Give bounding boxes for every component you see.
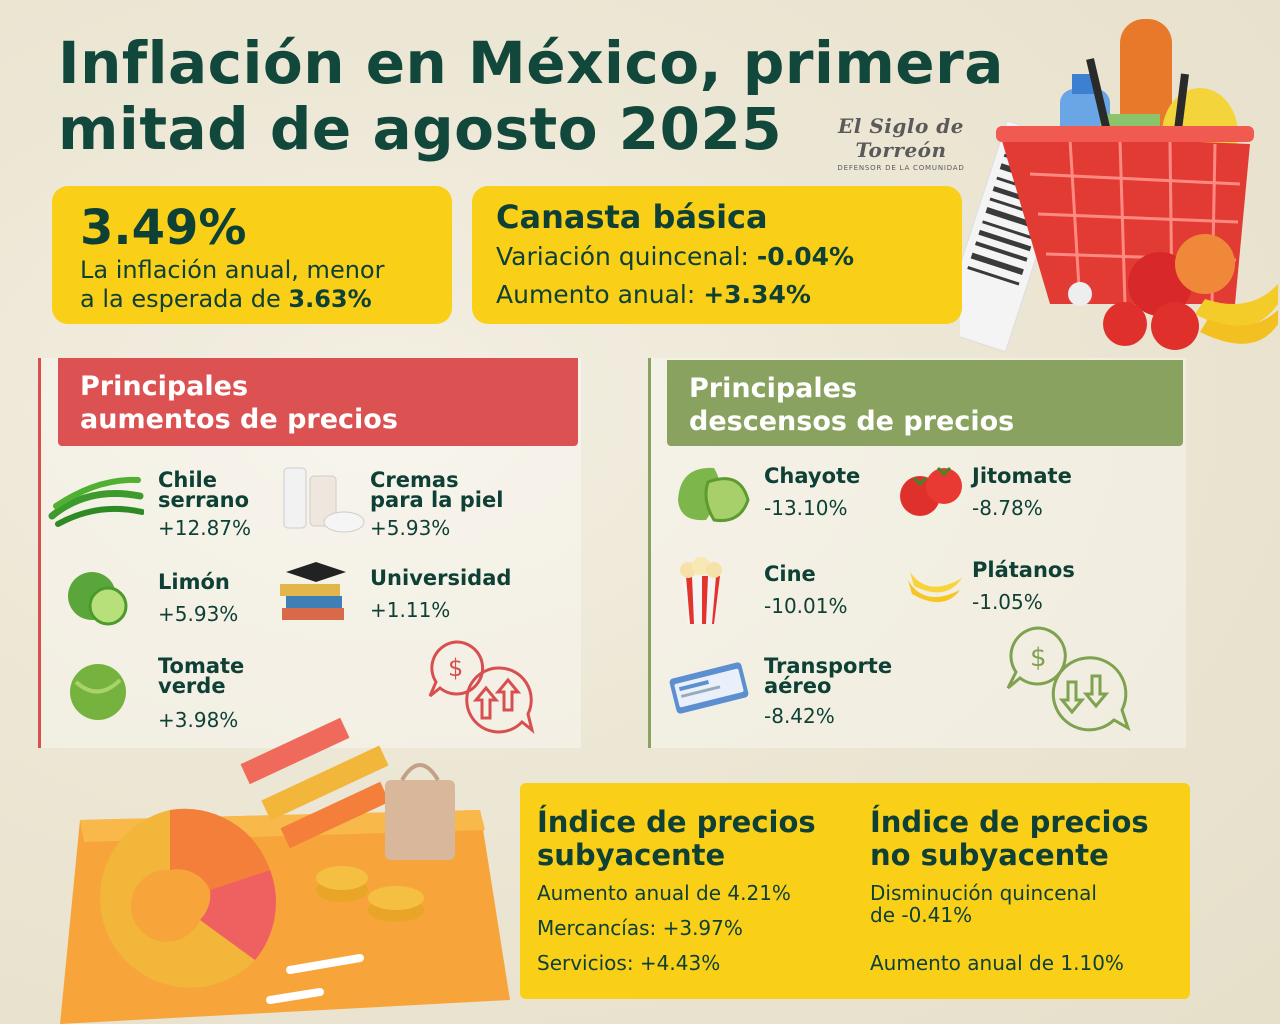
aumentos-title-2: aumentos de precios	[80, 404, 398, 435]
subyacente-title-2: subyacente	[537, 838, 726, 872]
banana-icon	[908, 572, 962, 603]
svg-text:$: $	[1030, 643, 1047, 673]
no-subyacente-title-1: Índice de precios	[870, 805, 1149, 839]
item-platanos-value: -1.05%	[972, 590, 1043, 614]
annual-inflation-text: La inflación anual, menor a la esperada …	[80, 256, 384, 314]
item-cine-value: -10.01%	[764, 594, 848, 618]
title-line-2: mitad de agosto 2025	[58, 95, 783, 163]
subyacente-line-2: Mercancías: +3.97%	[537, 916, 743, 940]
annual-inflation-line2: a la esperada de 3.63%	[80, 285, 384, 314]
page-title: Inflación en México, primera mitad de ag…	[58, 30, 1038, 162]
no-subyacente-line-1b: de -0.41%	[870, 903, 973, 927]
item-cremas-value: +5.93%	[370, 516, 451, 540]
indices-box	[520, 783, 1190, 999]
no-subyacente-line-2: Aumento anual de 1.10%	[870, 951, 1124, 975]
item-transporte-name: Transporte aéreo	[764, 654, 893, 698]
aumentos-title-1: Principales	[80, 371, 249, 402]
chart-illustration	[60, 717, 510, 1024]
no-subyacente-title-2: no subyacente	[870, 838, 1109, 872]
plane-ticket-icon	[669, 662, 749, 714]
subyacente-title: Índice de precios subyacente	[537, 806, 816, 872]
item-tomate-name: Tomate verde	[158, 654, 245, 698]
canasta-anual-value: +3.34%	[703, 280, 811, 309]
annual-inflation-line1: La inflación anual, menor	[80, 256, 385, 284]
item-limon-name: Limón	[158, 570, 230, 594]
item-cine-name: Cine	[764, 562, 816, 586]
item-tomate-value: +3.98%	[158, 708, 239, 732]
item-tomate-name-1: Tomate	[158, 654, 245, 678]
item-universidad-value: +1.11%	[370, 598, 451, 622]
tomato-icon	[900, 466, 962, 516]
canasta-quincenal-label: Variación quincenal:	[496, 242, 757, 271]
canasta-title: Canasta básica	[496, 198, 768, 236]
item-chayote-name: Chayote	[764, 464, 861, 488]
item-cremas-name: Cremas para la piel	[370, 468, 504, 512]
item-chile-value: +12.87%	[158, 516, 252, 540]
item-transporte-name-2: aéreo	[764, 674, 832, 698]
item-cremas-name-1: Cremas	[370, 468, 459, 492]
item-jitomate-name: Jitomate	[972, 464, 1072, 488]
item-universidad-name: Universidad	[370, 566, 512, 590]
descensos-header: Principales descensos de precios	[667, 360, 1183, 446]
item-chile-name-2: serrano	[158, 488, 250, 512]
canasta-basica-box: Canasta básica Variación quincenal: -0.0…	[472, 186, 962, 324]
annual-inflation-value: 3.49%	[80, 200, 247, 256]
item-transporte-value: -8.42%	[764, 704, 835, 728]
cream-icon	[283, 467, 365, 533]
item-transporte-name-1: Transporte	[764, 654, 893, 678]
price-down-icon: $	[1006, 626, 1131, 732]
newspaper-logo: El Siglo de Torreón DEFENSOR DE LA COMUN…	[806, 114, 996, 172]
tomatillo-icon	[70, 664, 126, 720]
descensos-title-2: descensos de precios	[689, 406, 1015, 437]
expected-prefix: a la esperada de	[80, 285, 289, 313]
lime-icon	[68, 572, 128, 626]
annual-inflation-box: 3.49% La inflación anual, menor a la esp…	[52, 186, 452, 324]
basket-illustration	[960, 19, 1278, 353]
chayote-icon	[678, 467, 750, 523]
item-tomate-name-2: verde	[158, 674, 226, 698]
expected-value: 3.63%	[288, 285, 372, 313]
canasta-anual: Aumento anual: +3.34%	[496, 280, 811, 309]
canasta-quincenal: Variación quincenal: -0.04%	[496, 242, 854, 271]
item-chile-name-1: Chile	[158, 468, 218, 492]
item-chayote-value: -13.10%	[764, 496, 848, 520]
no-subyacente-line-1a: Disminución quincenal	[870, 881, 1097, 905]
logo-tagline: DEFENSOR DE LA COMUNIDAD	[837, 164, 965, 172]
title-line-1: Inflación en México, primera	[58, 29, 1004, 97]
price-up-icon: $	[428, 640, 535, 734]
graduation-icon	[280, 562, 346, 620]
item-limon-value: +5.93%	[158, 602, 239, 626]
no-subyacente-title: Índice de precios no subyacente	[870, 806, 1149, 872]
subyacente-line-1: Aumento anual de 4.21%	[537, 881, 791, 905]
descensos-title-1: Principales	[689, 373, 858, 404]
chile-icon	[48, 476, 144, 527]
logo-name: El Siglo de Torreón	[838, 114, 964, 162]
popcorn-icon	[680, 557, 722, 624]
svg-text:$: $	[448, 654, 463, 682]
subyacente-title-1: Índice de precios	[537, 805, 816, 839]
canasta-anual-label: Aumento anual:	[496, 280, 704, 309]
item-cremas-name-2: para la piel	[370, 488, 504, 512]
item-platanos-name: Plátanos	[972, 558, 1075, 582]
item-jitomate-value: -8.78%	[972, 496, 1043, 520]
subyacente-line-3: Servicios: +4.43%	[537, 951, 721, 975]
no-subyacente-line-1: Disminución quincenal de -0.41%	[870, 882, 1097, 926]
canasta-quincenal-value: -0.04%	[756, 242, 855, 271]
aumentos-header: Principales aumentos de precios	[58, 358, 578, 446]
item-chile-name: Chile serrano	[158, 468, 250, 512]
